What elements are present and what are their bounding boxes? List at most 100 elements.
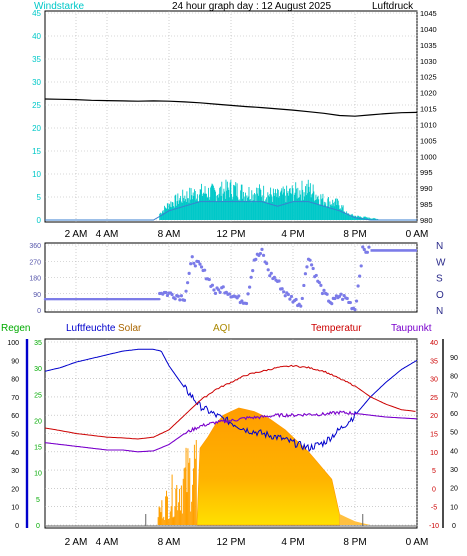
- tick-label-rain: 30: [34, 366, 42, 373]
- tick-label-direction: 90: [33, 292, 41, 299]
- humidity-line: [44, 348, 418, 452]
- temperature-line: [44, 364, 416, 440]
- tick-label-temperature: 35: [430, 358, 438, 365]
- label-luftfeuchte: Luftfeuchte: [66, 323, 116, 334]
- direction-point: [367, 245, 371, 249]
- tick-label-wind: 35: [32, 55, 41, 64]
- direction-point: [158, 297, 161, 301]
- direction-point: [283, 294, 287, 298]
- direction-point: [218, 290, 222, 294]
- direction-point: [227, 292, 232, 296]
- direction-point: [341, 297, 345, 301]
- label-temperatur: Temperatur: [311, 323, 362, 334]
- direction-point: [266, 268, 270, 272]
- tick-label-humidity: 100: [7, 340, 19, 347]
- tick-label-direction: 0: [37, 308, 41, 315]
- tick-label-humidity: 80: [11, 377, 19, 384]
- direction-point: [186, 281, 190, 285]
- direction-point: [213, 291, 218, 295]
- direction-point: [268, 274, 272, 278]
- direction-point: [359, 264, 363, 268]
- tick-label-wind: 30: [32, 78, 41, 87]
- direction-point: [199, 265, 204, 269]
- tick-label-pressure: 1005: [420, 136, 437, 145]
- direction-point: [179, 294, 183, 298]
- direction-point: [244, 301, 249, 306]
- x-tick-label: 4 AM: [96, 229, 119, 240]
- tick-label-dewpoint: 30: [450, 467, 458, 474]
- direction-point: [184, 289, 188, 293]
- tick-label-dewpoint: 60: [450, 411, 458, 418]
- tick-label-pressure: 1020: [420, 89, 437, 98]
- direction-point: [314, 273, 318, 278]
- direction-point: [258, 251, 263, 256]
- tick-label-dewpoint: 70: [450, 392, 458, 399]
- tick-label-pressure: 995: [420, 168, 433, 177]
- solar-area: [196, 407, 340, 526]
- page-title: 24 hour graph day : 12 August 2025: [172, 1, 331, 12]
- direction-point: [354, 299, 359, 303]
- solar-tail: [339, 514, 371, 525]
- tick-label-rain: 15: [34, 445, 42, 452]
- direction-point: [286, 292, 290, 297]
- label-aqi: AQI: [213, 323, 230, 334]
- tick-label-pressure: 1030: [420, 57, 437, 66]
- tick-label-rain: 35: [34, 340, 42, 347]
- tick-label-humidity: 10: [11, 505, 19, 512]
- x-tick-label: 12 PM: [217, 229, 246, 240]
- direction-point: [277, 279, 281, 283]
- tick-label-wind: 40: [32, 32, 41, 41]
- direction-point: [310, 263, 314, 267]
- direction-point: [240, 299, 244, 303]
- direction-point: [237, 294, 241, 298]
- tick-label-pressure: 1025: [420, 73, 437, 82]
- direction-point: [294, 297, 298, 302]
- direction-point: [272, 275, 276, 279]
- x-tick-label: 0 AM: [406, 229, 429, 240]
- direction-point: [182, 298, 187, 302]
- x-tick-label: 12 PM: [217, 537, 246, 548]
- direction-point: [348, 300, 352, 305]
- direction-point: [302, 283, 306, 288]
- direction-point: [176, 294, 180, 298]
- direction-point: [305, 265, 309, 269]
- direction-point: [246, 292, 250, 296]
- direction-point: [187, 271, 191, 275]
- compass-label: N: [436, 241, 443, 252]
- direction-point: [254, 257, 258, 261]
- tick-label-pressure: 1010: [420, 120, 437, 129]
- tick-label-rain: 5: [36, 497, 40, 504]
- x-tick-label: 8 AM: [158, 229, 181, 240]
- x-tick-label: 8 PM: [343, 537, 366, 548]
- compass-label: N: [436, 306, 443, 317]
- direction-point: [203, 268, 207, 272]
- compass-label: O: [436, 290, 444, 301]
- direction-point: [308, 258, 312, 262]
- series-taupunkt: [44, 410, 418, 453]
- x-tick-label: 0 AM: [406, 537, 429, 548]
- direction-point: [330, 301, 334, 306]
- axis-label-luftdruck: Luftdruck: [372, 1, 414, 12]
- direction-point: [248, 285, 252, 289]
- direction-point: [365, 250, 369, 254]
- series-luftdruck: [44, 98, 418, 117]
- tick-label-wind: 45: [32, 9, 41, 18]
- direction-point: [345, 296, 349, 301]
- label-solar: Solar: [118, 323, 142, 334]
- tick-label-temperature: 5: [432, 468, 436, 475]
- direction-point: [356, 284, 360, 288]
- direction-point: [196, 260, 201, 264]
- tick-label-pressure: 1040: [420, 25, 437, 34]
- direction-point: [178, 298, 182, 302]
- compass-label: W: [436, 257, 446, 268]
- tick-label-wind: 5: [37, 193, 42, 202]
- direction-point: [333, 296, 337, 301]
- tick-label-dewpoint: 20: [450, 486, 458, 493]
- direction-point: [289, 294, 294, 299]
- tick-label-temperature: 0: [432, 486, 436, 493]
- direction-point: [317, 280, 321, 285]
- tick-label-wind: 10: [32, 170, 41, 179]
- tick-label-pressure: 1015: [420, 105, 437, 114]
- tick-label-humidity: 20: [11, 486, 19, 493]
